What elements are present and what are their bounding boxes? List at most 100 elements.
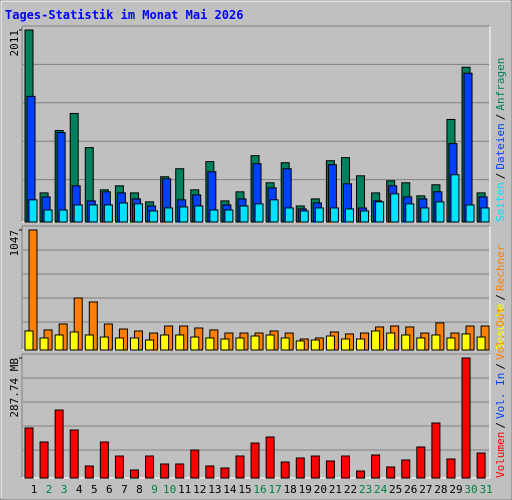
x-tick-label: 7: [121, 483, 128, 496]
chart-title: Tages-Statistik im Monat Mai 2026: [5, 8, 243, 22]
x-tick-label: 6: [106, 483, 113, 496]
bar: [375, 201, 385, 223]
x-tick-label: 3: [61, 483, 68, 496]
bar: [39, 337, 49, 351]
bar: [461, 333, 471, 351]
bar: [160, 463, 170, 479]
bar: [145, 339, 155, 351]
bar: [299, 210, 309, 223]
bar: [295, 457, 305, 479]
legend: Volumen / Vol. In / Vol. Out: [494, 307, 507, 478]
bar: [220, 338, 230, 351]
bar: [209, 209, 219, 223]
bar: [371, 330, 381, 351]
bar: [24, 330, 34, 351]
bar: [265, 436, 275, 479]
bar: [356, 470, 366, 479]
bar: [129, 337, 139, 351]
bar: [476, 336, 486, 351]
legend-separator: /: [494, 363, 507, 370]
bar: [371, 454, 381, 479]
bar: [450, 174, 460, 223]
bar: [325, 460, 335, 479]
bar: [465, 204, 475, 223]
x-tick-label: 23: [359, 483, 372, 496]
bar: [265, 334, 275, 351]
bar: [461, 357, 471, 479]
x-tick-label: 21: [329, 483, 342, 496]
bar: [69, 331, 79, 351]
x-tick-label: 1: [31, 483, 38, 496]
bar: [386, 332, 396, 351]
x-tick-label: 12: [193, 483, 206, 496]
bar: [43, 209, 53, 223]
legend: Seiten / Dateien / Anfragen: [494, 58, 507, 222]
x-tick-label: 29: [449, 483, 462, 496]
x-tick-label: 27: [419, 483, 432, 496]
legend-separator: /: [494, 294, 507, 301]
legend-entry: Vol. In: [494, 373, 507, 419]
bar: [69, 429, 79, 479]
x-tick-label: 25: [389, 483, 402, 496]
x-tick-label: 4: [76, 483, 83, 496]
bar: [194, 205, 204, 223]
bar: [420, 207, 430, 223]
bar: [235, 337, 245, 351]
bar: [325, 335, 335, 351]
bar: [344, 208, 354, 223]
bar: [175, 463, 185, 479]
legend-entry: Seiten: [494, 182, 507, 222]
bar: [356, 338, 366, 351]
bar: [224, 209, 234, 223]
legend-entry: Besuche: [494, 304, 507, 350]
bar: [88, 204, 98, 223]
legend-separator: /: [494, 422, 507, 429]
bar: [24, 427, 34, 479]
y-tick-label: 1047: [8, 230, 21, 257]
x-tick-label: 19: [299, 483, 312, 496]
bar: [190, 449, 200, 479]
bar: [103, 204, 113, 223]
bar: [435, 201, 445, 223]
bar: [250, 335, 260, 351]
bar: [160, 334, 170, 351]
legend-entry: Dateien: [494, 123, 507, 169]
bar: [73, 204, 83, 223]
x-tick-label: 31: [479, 483, 492, 496]
bar: [129, 469, 139, 479]
bar: [480, 207, 490, 223]
x-tick-label: 18: [284, 483, 297, 496]
bar: [179, 206, 189, 223]
bar: [310, 455, 320, 479]
y-tick-label: 2011: [8, 30, 21, 57]
bar: [28, 199, 38, 223]
x-tick-label: 8: [136, 483, 143, 496]
bar: [205, 465, 215, 479]
x-tick-label: 10: [163, 483, 176, 496]
legend-separator: /: [494, 173, 507, 180]
bar: [58, 209, 68, 223]
x-tick-label: 15: [238, 483, 251, 496]
bar: [118, 202, 128, 223]
bar: [99, 441, 109, 479]
bar: [431, 422, 441, 479]
legend-entry: Rechner: [494, 244, 507, 291]
bar: [205, 337, 215, 351]
bar: [190, 336, 200, 351]
bar: [269, 199, 279, 223]
bar: [386, 466, 396, 479]
x-tick-label: 28: [434, 483, 447, 496]
legend: Besuche / Rechner: [494, 244, 507, 350]
bar: [145, 455, 155, 479]
bar: [133, 203, 143, 223]
bar: [280, 337, 290, 351]
bar: [446, 458, 456, 479]
legend-entry: Vol. Out: [494, 307, 507, 360]
bar: [84, 334, 94, 351]
x-tick-label: 2: [46, 483, 53, 496]
bar: [54, 334, 64, 351]
legend-entry: Volumen: [494, 432, 507, 478]
x-tick-label: 26: [404, 483, 417, 496]
bar: [220, 467, 230, 479]
